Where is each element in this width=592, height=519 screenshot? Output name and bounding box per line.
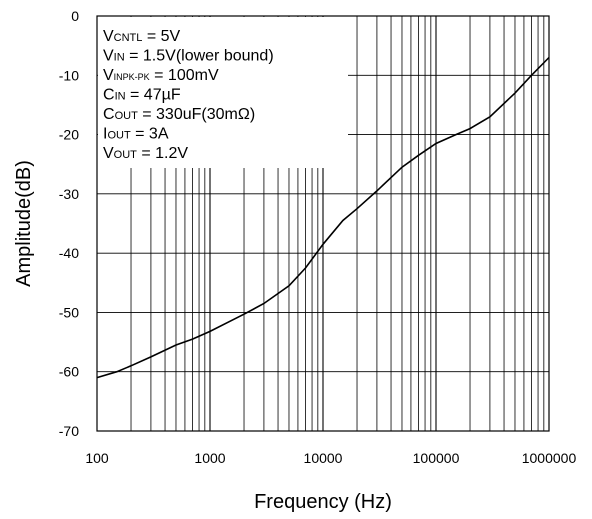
annotation-symbol: V [103, 145, 114, 162]
annotation-value: = 330uF(30mΩ) [138, 106, 255, 123]
annotation-value: = 3A [131, 126, 169, 143]
series-line [96, 56, 550, 379]
annotation-subscript: OUT [107, 130, 131, 142]
y-tick-label: -70 [59, 423, 79, 439]
annotation-subscript: IN [114, 52, 125, 64]
annotation-line: VCNTL = 5V [103, 28, 181, 45]
axis-tick-labels: 100 1000 10000 100000 1000000 0 -10 -20 -30 -40 -5… [59, 8, 577, 466]
annotation-value: = 5V [142, 28, 180, 45]
annotation-line: VINPK-PK = 100mV [103, 67, 219, 84]
annotation-symbol: I [103, 126, 107, 143]
annotation-symbol: V [103, 67, 114, 84]
annotation-subscript: CNTL [114, 32, 143, 44]
annotation-symbol: V [103, 28, 114, 45]
annotation-symbol: C [103, 87, 115, 104]
y-tick-label: -60 [59, 364, 79, 380]
x-tick-label: 1000 [194, 450, 225, 466]
x-tick-label: 100000 [413, 450, 460, 466]
annotation-subscript: OUT [114, 149, 138, 161]
plot-frame [96, 15, 550, 432]
x-axis-label: Frequency (Hz) [254, 491, 392, 513]
x-tick-label: 10000 [304, 450, 343, 466]
annotation-line: VOUT = 1.2V [103, 145, 188, 162]
x-tick-label: 1000000 [522, 450, 577, 466]
annotation-box [98, 17, 348, 168]
annotation-line: CIN = 47µF [103, 87, 181, 104]
annotation-subscript: IN [115, 91, 126, 103]
annotation-subscript: INPK-PK [114, 72, 150, 82]
y-tick-label: -40 [59, 245, 79, 261]
annotation-symbol: C [103, 106, 115, 123]
y-tick-label: -10 [59, 67, 79, 83]
y-tick-label: -30 [59, 186, 79, 202]
y-tick-label: 0 [71, 8, 79, 24]
annotation-symbol: V [103, 48, 114, 65]
annotation-value: = 47µF [126, 87, 181, 104]
annotation-value: = 100mV [150, 67, 219, 84]
annotation-value: = 1.5V(lower bound) [125, 48, 274, 65]
annotation-line: VIN = 1.5V(lower bound) [103, 48, 274, 65]
y-tick-label: -20 [59, 127, 79, 143]
y-axis-label: Amplitude(dB) [13, 160, 35, 287]
annotation-subscript: OUT [115, 110, 139, 122]
annotation-line: IOUT = 3A [103, 126, 169, 143]
x-tick-label: 100 [85, 450, 109, 466]
annotation-line: COUT = 330uF(30mΩ) [103, 106, 255, 123]
annotation-value: = 1.2V [137, 145, 188, 162]
y-tick-label: -50 [59, 304, 79, 320]
